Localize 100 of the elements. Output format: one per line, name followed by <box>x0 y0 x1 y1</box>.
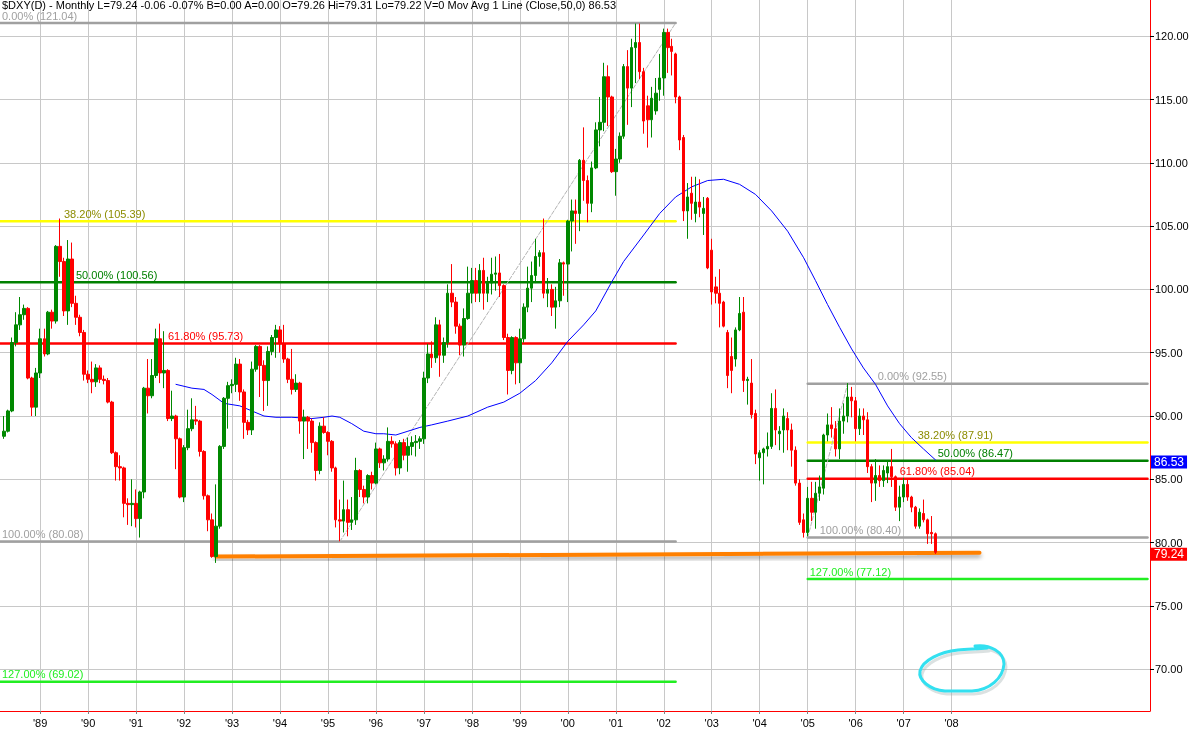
y-tick-label: 85.00 <box>1155 473 1183 486</box>
annotation: 86.53 <box>1154 454 1185 469</box>
candlestick <box>370 471 374 490</box>
series-label: 38.20% (105.39) <box>64 207 146 220</box>
candlestick <box>366 473 370 504</box>
candlestick <box>414 434 418 458</box>
candlestick <box>778 425 781 451</box>
candlestick <box>402 438 406 461</box>
candlestick <box>298 381 302 435</box>
candlestick <box>726 329 729 389</box>
x-tick-label: '00 <box>560 716 575 729</box>
series-label: 100.00% (80.40) <box>819 524 902 537</box>
candlestick <box>162 330 166 389</box>
candlestick <box>510 335 514 375</box>
x-tick-label: '93 <box>224 716 240 729</box>
candlestick <box>514 335 518 385</box>
candlestick <box>474 267 478 303</box>
series-label: 100.00% (80.08) <box>2 528 84 541</box>
candlestick <box>306 415 310 450</box>
x-tick-label: '95 <box>320 716 336 729</box>
candlestick <box>46 310 50 356</box>
y-tick-label: 90.00 <box>1155 410 1183 423</box>
y-tick-label: 100.00 <box>1155 283 1189 296</box>
candlestick <box>374 442 378 485</box>
y-tick-label: 80.00 <box>1155 536 1183 549</box>
y-tick-label: 70.00 <box>1155 663 1183 676</box>
y-tick-label: 105.00 <box>1155 220 1189 233</box>
candlestick <box>542 218 545 299</box>
candlestick <box>702 196 705 236</box>
series-label: 61.80% (95.73) <box>168 329 244 342</box>
candlestick <box>718 268 721 328</box>
x-tick-label: '08 <box>944 716 959 729</box>
candlestick <box>434 316 438 364</box>
candlestick <box>134 488 138 528</box>
chart-subtitle: L=79.24 -0.06 -0.07% B=0.00 A=0.00 O=79.26 Hi=79.31 Lo=79.22 V=0 Mov Avg 1 Line (Close,50,0) 86.53 <box>97 0 617 11</box>
candlestick <box>94 363 98 388</box>
series-label: 127.00% (77.12) <box>809 565 892 578</box>
candlestick <box>406 437 410 473</box>
x-tick-label: '04 <box>752 716 767 729</box>
x-tick-label: '03 <box>704 716 719 729</box>
x-tick-label: '02 <box>656 716 671 729</box>
candlestick <box>758 449 761 482</box>
candlestick <box>882 464 885 488</box>
candlestick <box>318 421 322 475</box>
candlestick <box>742 296 745 393</box>
y-tick-label: 75.00 <box>1155 599 1183 612</box>
candlestick <box>354 457 358 526</box>
y-tick-label: 120.00 <box>1155 30 1189 43</box>
text: 79.24 <box>1154 547 1185 562</box>
x-tick-label: '94 <box>272 716 288 729</box>
candlestick <box>146 358 150 414</box>
candlestick <box>550 283 554 317</box>
candlestick <box>290 348 294 395</box>
series-label: 50.00% (100.56) <box>76 268 158 281</box>
candlestick <box>574 199 577 245</box>
candlestick <box>694 176 697 223</box>
series-label: 0.00% (92.55) <box>877 370 947 383</box>
x-tick-label: '06 <box>848 716 863 729</box>
candlestick <box>782 407 785 454</box>
x-tick-label: '90 <box>80 716 96 729</box>
x-tick-label: '89 <box>33 716 48 729</box>
candlestick <box>90 361 94 394</box>
x-tick-label: '97 <box>416 716 432 729</box>
x-tick-label: '05 <box>800 716 815 729</box>
chart-title: $DXY(D) - Monthly <box>2 0 95 11</box>
series-label: 50.00% (86.47) <box>937 447 1013 460</box>
candlestick <box>170 390 174 422</box>
series-label: 61.80% (85.04) <box>899 465 975 478</box>
candlestick <box>50 309 54 330</box>
candlestick <box>394 440 398 477</box>
candlestick <box>626 49 629 126</box>
candlestick <box>342 480 345 533</box>
candlestick <box>482 257 485 311</box>
candlestick <box>806 486 809 537</box>
candlestick <box>686 182 689 240</box>
x-tick-label: '01 <box>608 716 624 729</box>
candlestick <box>294 373 298 393</box>
candlestick <box>774 388 777 446</box>
x-tick-label: '98 <box>464 716 480 729</box>
candlestick <box>918 507 921 530</box>
candlestick <box>302 409 306 460</box>
candlestick <box>810 481 814 522</box>
candlestick <box>378 447 382 469</box>
candlestick <box>578 158 581 232</box>
series-label: 127.00% (69.02) <box>2 668 84 681</box>
x-tick-label: '92 <box>176 716 192 729</box>
candlestick <box>858 407 861 436</box>
y-tick-label: 115.00 <box>1155 93 1188 106</box>
candlestick <box>698 178 701 218</box>
series-label: 38.20% (87.91) <box>917 428 993 441</box>
y-tick-label: 110.00 <box>1155 156 1188 169</box>
candlestick <box>562 261 565 297</box>
candlestick <box>66 239 70 326</box>
x-tick-label: '91 <box>128 716 144 729</box>
x-tick-label: '07 <box>896 716 911 729</box>
candlestick <box>666 28 670 74</box>
candlestick <box>234 357 238 393</box>
candlestick <box>346 499 350 537</box>
candlestick <box>166 368 170 422</box>
x-tick-label: '99 <box>512 716 528 729</box>
